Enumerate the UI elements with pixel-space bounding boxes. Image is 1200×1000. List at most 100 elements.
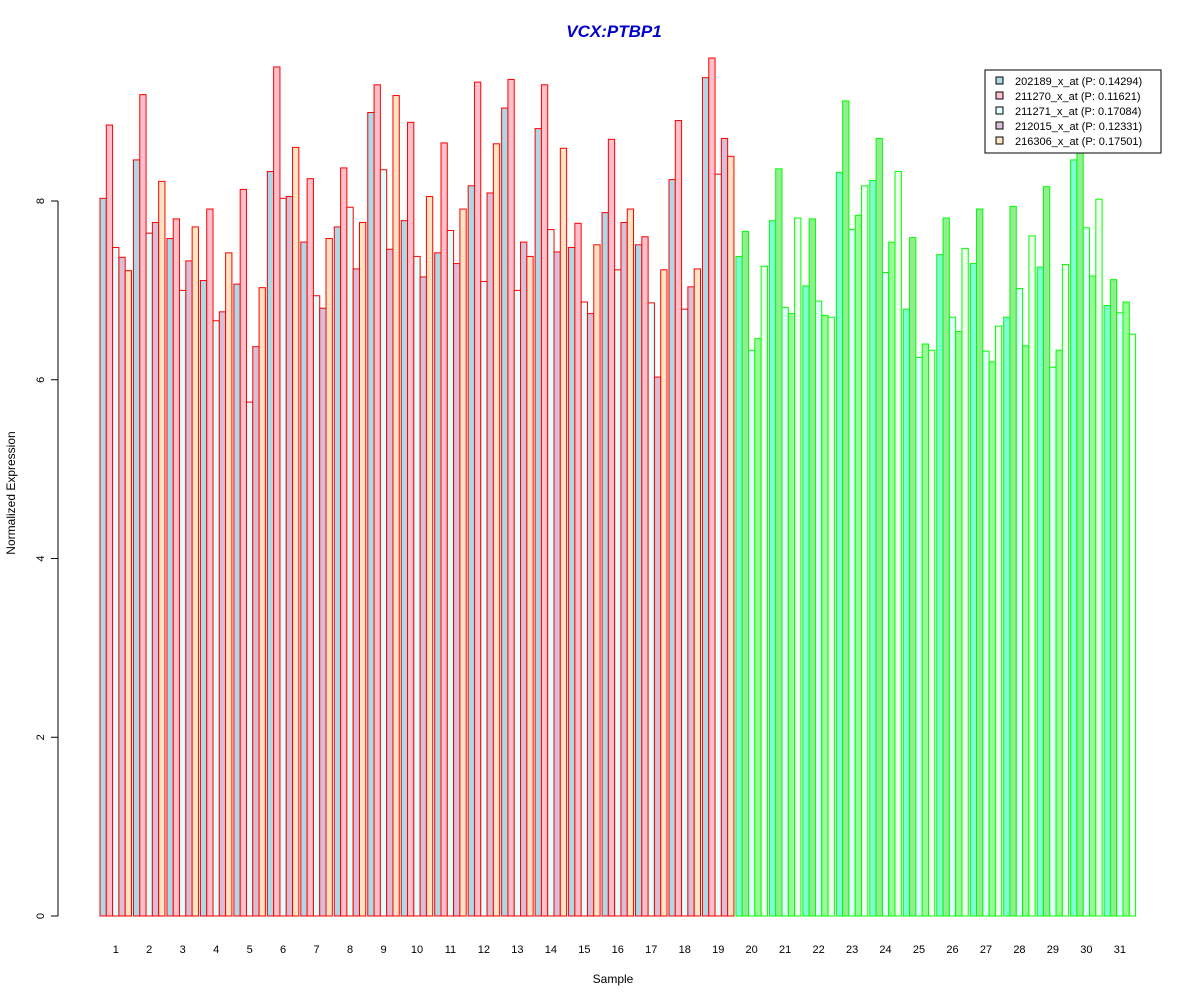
bar: [927, 349, 936, 917]
bar: [473, 81, 482, 917]
bar: [553, 251, 561, 917]
legend-swatch: [995, 136, 1004, 145]
bar: [124, 270, 132, 917]
bar: [166, 238, 174, 917]
bar: [266, 171, 275, 917]
bar: [574, 222, 582, 917]
bar: [1089, 275, 1097, 917]
bar: [547, 229, 555, 917]
bar: [358, 221, 367, 917]
bar: [520, 241, 528, 917]
bar: [674, 120, 683, 917]
bar: [802, 285, 810, 917]
x-tick-label: 22: [812, 944, 824, 956]
bar: [325, 238, 333, 917]
x-tick-label: 29: [1047, 944, 1059, 956]
bar: [660, 269, 668, 917]
bar: [955, 330, 963, 917]
bar: [909, 237, 917, 917]
bar: [693, 268, 701, 917]
bar: [948, 316, 957, 917]
bar: [534, 128, 542, 917]
bar: [319, 307, 327, 917]
bar: [379, 169, 388, 917]
bar: [292, 146, 300, 917]
bar: [400, 220, 409, 917]
x-tick-label: 20: [746, 944, 758, 956]
bar: [647, 302, 655, 917]
bar: [191, 226, 199, 917]
legend-entry: 211270_x_at (P: 0.11621): [1015, 91, 1141, 103]
legend-swatch: [995, 121, 1004, 130]
bar: [936, 254, 944, 917]
bar: [1103, 305, 1111, 917]
bar: [580, 301, 588, 917]
x-tick-label: 6: [280, 944, 286, 956]
bar: [1095, 198, 1103, 917]
bar: [626, 208, 635, 917]
bar: [352, 268, 360, 917]
x-tick-label: 25: [913, 944, 925, 956]
legend-swatch: [995, 91, 1004, 100]
bar: [593, 244, 601, 917]
bar: [875, 137, 883, 917]
bar: [915, 356, 923, 917]
bar: [540, 84, 549, 917]
x-tick-label: 11: [445, 944, 456, 956]
bar: [1003, 316, 1011, 917]
bar: [586, 313, 595, 917]
bar: [312, 295, 321, 917]
bar: [861, 185, 869, 917]
bar: [814, 300, 823, 917]
bar: [982, 350, 990, 917]
x-tick-label: 16: [612, 944, 624, 956]
legend-box: [984, 69, 1162, 154]
bar: [185, 260, 193, 917]
y-tick-label: 8: [35, 198, 47, 204]
bar: [681, 308, 689, 917]
bar: [300, 241, 308, 917]
bar: [513, 289, 522, 917]
x-tick-label: 7: [314, 944, 320, 956]
bar: [480, 280, 488, 917]
bar: [419, 276, 427, 917]
bar: [568, 246, 576, 917]
x-tick-label: 28: [1013, 944, 1025, 956]
bar: [842, 100, 850, 917]
bar: [453, 263, 461, 917]
legend-swatch: [995, 76, 1004, 85]
y-tick-label: 2: [35, 734, 47, 740]
bar: [373, 84, 381, 917]
bar: [346, 206, 354, 917]
bar: [218, 311, 227, 917]
legend: 202189_x_at (P: 0.14294) 211270_x_at (P: …: [984, 69, 1162, 154]
bar: [894, 171, 902, 917]
bar: [99, 197, 107, 917]
bar: [333, 226, 342, 917]
bar: [794, 217, 802, 917]
bar: [118, 256, 126, 917]
bar: [701, 77, 710, 917]
x-tick-label: 18: [679, 944, 691, 956]
legend-entry: 212015_x_at (P: 0.12331): [1015, 121, 1142, 133]
bar: [1036, 266, 1044, 917]
bar: [486, 192, 494, 917]
bar: [869, 179, 877, 917]
y-axis-label: Normalized Expression: [4, 431, 18, 554]
bar: [808, 218, 816, 917]
bar: [1128, 333, 1137, 917]
bar: [614, 269, 622, 917]
bar: [386, 248, 394, 917]
bar: [1109, 279, 1118, 917]
x-tick-label: 13: [511, 944, 523, 956]
bar: [1116, 312, 1124, 917]
bar: [252, 346, 260, 917]
bar: [392, 95, 400, 917]
bar: [139, 94, 147, 917]
bar: [132, 159, 141, 917]
bar: [787, 313, 796, 917]
x-tick-label: 10: [411, 944, 423, 956]
x-tick-label: 23: [846, 944, 858, 956]
bar: [367, 112, 375, 917]
